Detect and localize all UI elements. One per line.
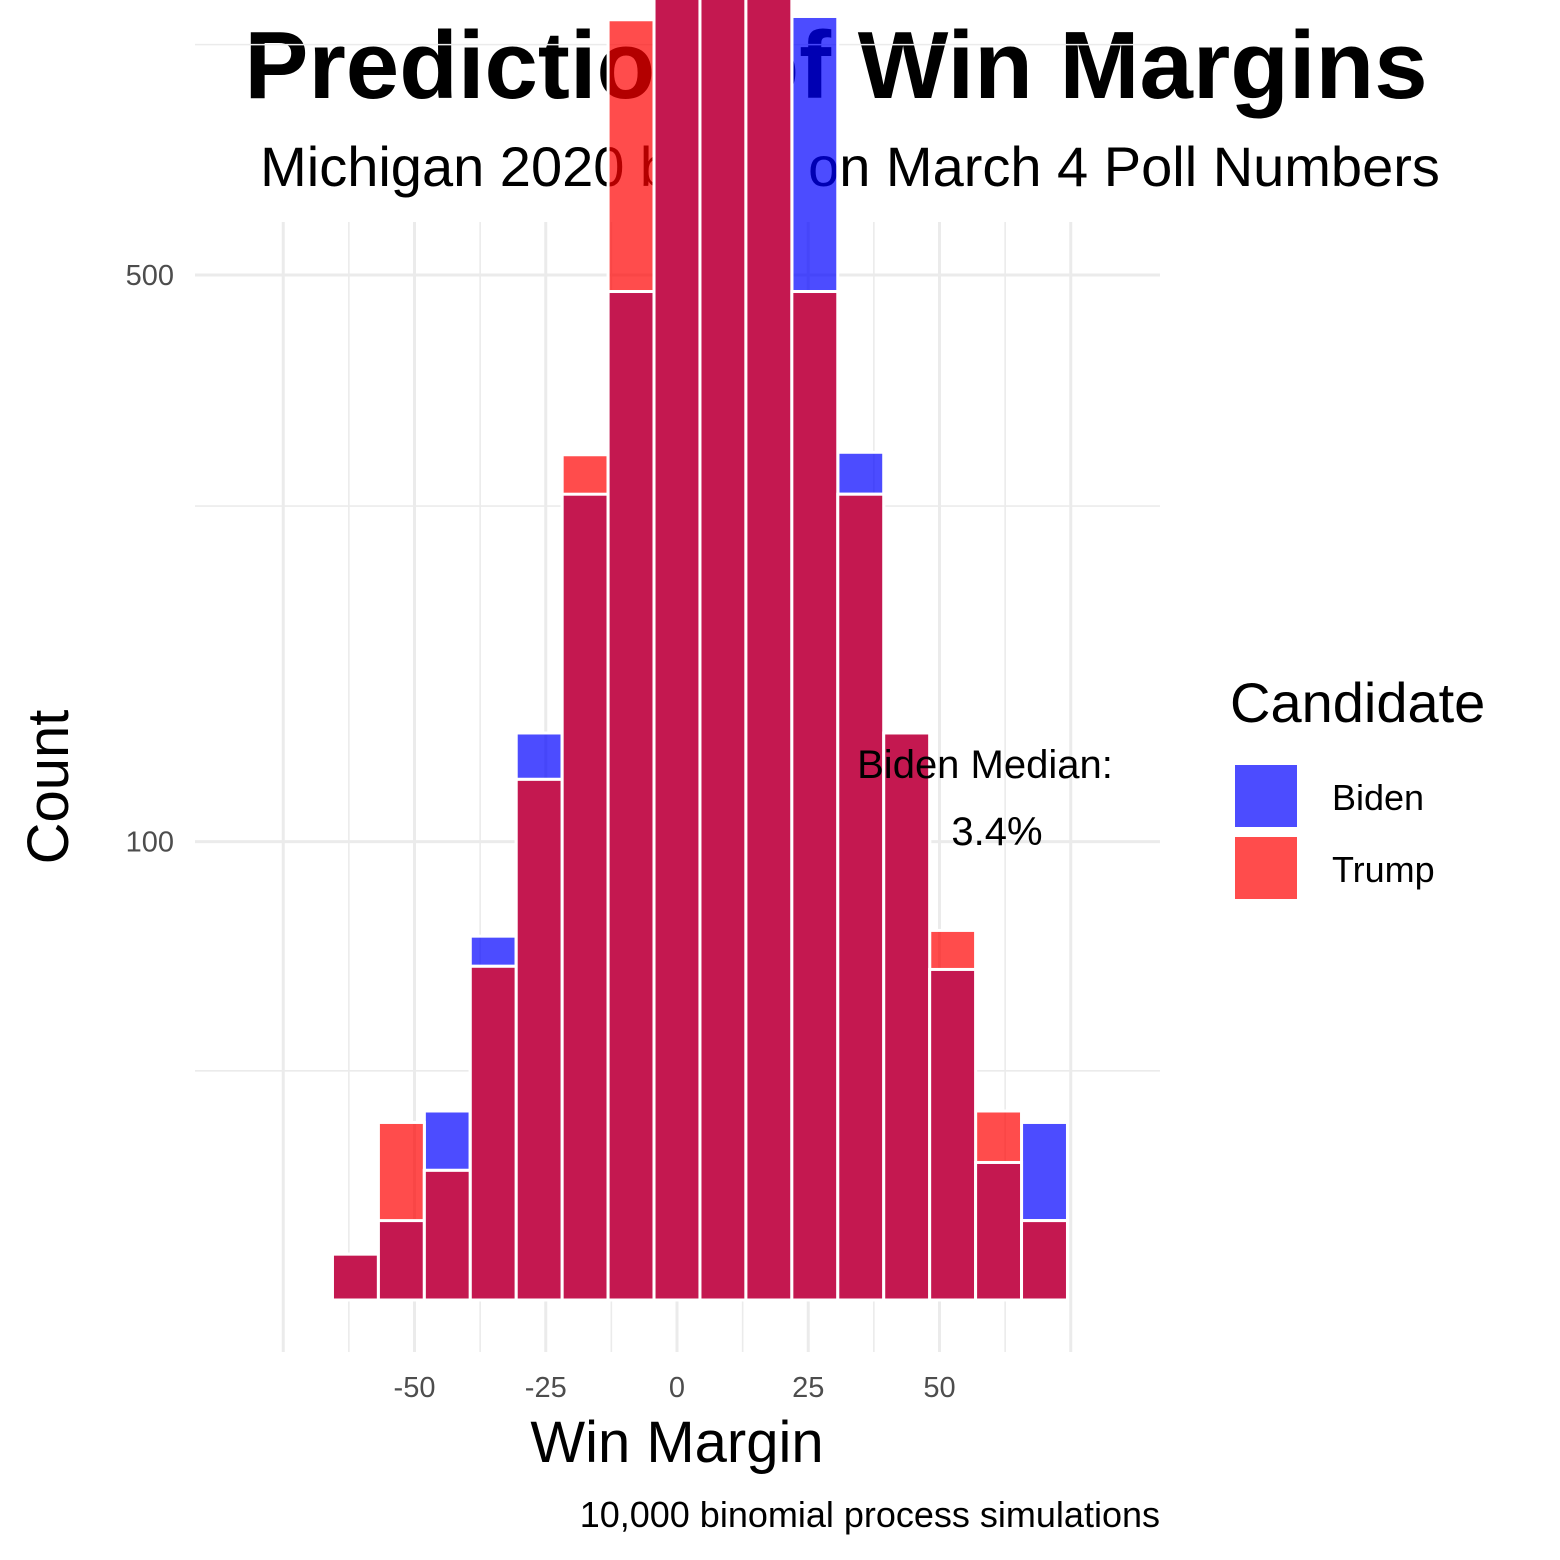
legend-label-biden: Biden bbox=[1332, 777, 1424, 818]
bar-layer bbox=[330, 0, 1069, 1302]
overlap-bar bbox=[790, 290, 840, 1302]
x-tick-label: -25 bbox=[525, 1372, 567, 1404]
overlap-bar bbox=[652, 0, 702, 1302]
x-tick-label: 50 bbox=[923, 1372, 955, 1404]
x-axis-ticks: -50 -25 0 25 50 bbox=[394, 1372, 956, 1404]
y-tick-label: 100 bbox=[126, 827, 174, 859]
legend-label-trump: Trump bbox=[1332, 849, 1435, 890]
overlap-bar bbox=[882, 731, 932, 1302]
chart-subtitle: Michigan 2020 based on March 4 Poll Numb… bbox=[260, 135, 1440, 198]
overlap-bar bbox=[928, 967, 978, 1302]
overlap-bar bbox=[468, 964, 518, 1302]
overlap-bar bbox=[330, 1252, 380, 1302]
overlap-bar bbox=[1020, 1219, 1069, 1302]
overlap-bar bbox=[974, 1160, 1024, 1302]
x-tick-label: -50 bbox=[394, 1372, 436, 1404]
legend-swatch-biden bbox=[1235, 765, 1297, 827]
y-axis-ticks: 100500100015002000 bbox=[126, 260, 174, 859]
y-tick-label: 500 bbox=[126, 260, 174, 292]
overlap-bar bbox=[422, 1168, 472, 1302]
legend-title: Candidate bbox=[1230, 671, 1485, 734]
overlap-bar bbox=[560, 492, 610, 1302]
overlap-bar bbox=[376, 1219, 426, 1302]
chart-caption: 10,000 binomial process simulations bbox=[580, 1494, 1160, 1535]
y-axis-title: Count bbox=[16, 710, 81, 865]
overlap-bar bbox=[836, 492, 886, 1302]
overlap-bar bbox=[744, 0, 794, 1302]
overlap-bar bbox=[698, 0, 748, 1302]
x-axis-title: Win Margin bbox=[530, 1410, 823, 1475]
median-annotation-line2: 3.4% bbox=[951, 810, 1042, 854]
median-annotation-line1: Biden Median: bbox=[857, 743, 1113, 787]
legend: Candidate Biden Trump bbox=[1230, 671, 1485, 899]
overlap-bar bbox=[514, 777, 564, 1302]
legend-swatch-trump bbox=[1235, 837, 1297, 899]
overlap-bar bbox=[606, 290, 656, 1302]
x-tick-label: 0 bbox=[669, 1372, 685, 1404]
x-tick-label: 25 bbox=[792, 1372, 824, 1404]
